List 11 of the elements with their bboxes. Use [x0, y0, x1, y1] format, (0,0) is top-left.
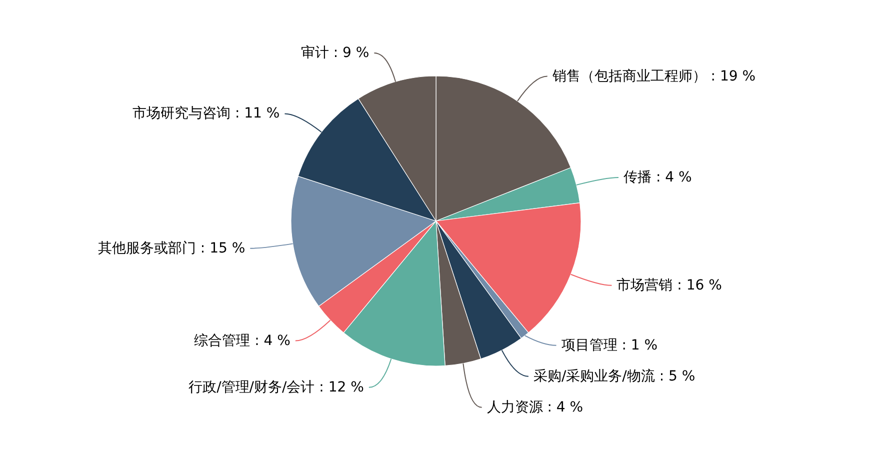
slice-label: 其他服务或部门 : 15 % — [98, 240, 246, 256]
slice-label: 销售（包括商业工程师） : 19 % — [551, 68, 756, 84]
slice-label: 综合管理 : 4 % — [194, 332, 290, 349]
slice-label: 采购/采购业务/物流 : 5 % — [533, 368, 696, 384]
slice-label: 审计 : 9 % — [300, 44, 370, 61]
slice-label: 传播 : 4 % — [624, 169, 692, 186]
slice-label: 人力资源 : 4 % — [486, 399, 584, 416]
slice-label: 市场研究与咨询 : 11 % — [132, 106, 280, 122]
slice-label: 项目管理 : 1 % — [561, 337, 658, 354]
slice-label: 行政/管理/财务/会计 : 12 % — [188, 379, 364, 396]
slice-label: 市场营销 : 16 % — [616, 277, 722, 294]
